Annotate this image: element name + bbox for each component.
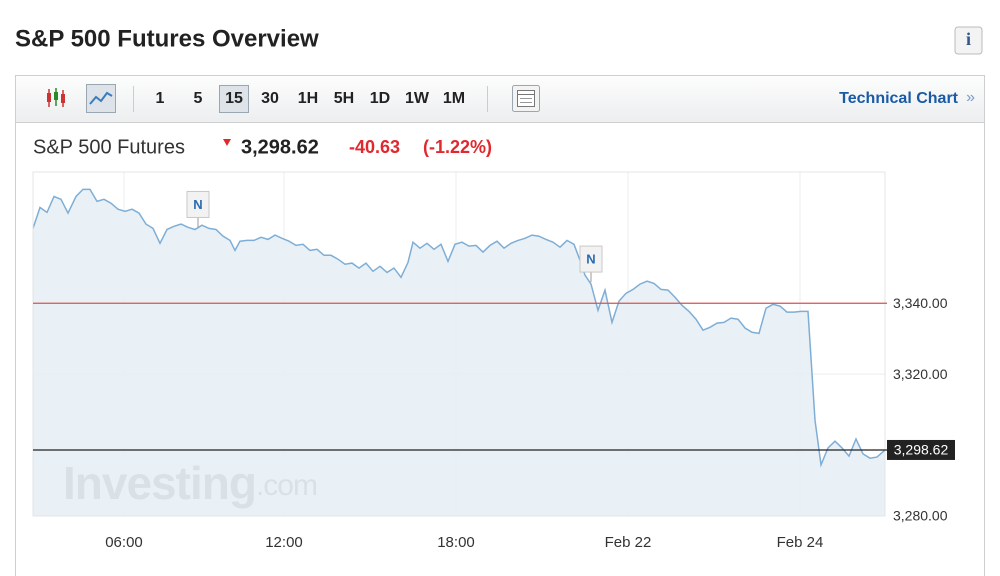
y-tick-label: 3,280.00 <box>893 508 948 524</box>
interval-label: 5 <box>194 90 203 107</box>
interval-button[interactable]: 15 <box>219 85 249 113</box>
interval-button[interactable]: 30 <box>261 90 279 107</box>
price-line <box>32 188 886 468</box>
news-flag-box <box>579 245 603 273</box>
x-tick-label: Feb 24 <box>777 534 824 551</box>
layout-button[interactable] <box>512 85 540 112</box>
price-label: 3,298.62 <box>894 442 949 458</box>
interval-label: 30 <box>261 90 279 107</box>
news-flag-label: N <box>193 197 202 212</box>
interval-label: 1D <box>370 90 390 107</box>
news-flag-label: N <box>586 252 595 267</box>
interval-label: 1M <box>443 90 465 107</box>
price-change: -40.63 <box>349 137 400 157</box>
line-chart-button[interactable] <box>86 84 116 113</box>
link-text: Technical Chart <box>839 90 959 107</box>
interval-button[interactable]: 1W <box>405 90 430 107</box>
interval-active-bg <box>219 85 249 113</box>
interval-button[interactable]: 1D <box>370 90 390 107</box>
toolbar <box>16 76 984 122</box>
plot-frame <box>32 171 886 517</box>
last-price: 3,298.62 <box>241 136 319 158</box>
info-button[interactable]: i <box>954 26 983 55</box>
x-tick-label: 06:00 <box>105 534 143 551</box>
interval-label: 5H <box>334 90 354 107</box>
news-flag-box <box>186 190 210 218</box>
icon-part <box>89 91 113 105</box>
x-tick-label: Feb 22 <box>605 534 652 551</box>
interval-label: 15 <box>225 90 243 107</box>
down-arrow <box>223 139 231 146</box>
interval-button[interactable]: 1 <box>156 90 165 107</box>
y-tick-label: 3,340.00 <box>893 295 948 311</box>
x-tick-label: 18:00 <box>437 534 475 551</box>
chart: Investing.com3,298.623,280.003,320.003,3… <box>32 171 955 551</box>
technical-chart-link[interactable]: Technical Chart » <box>839 89 975 107</box>
icon-part <box>54 92 58 100</box>
news-flag[interactable]: N <box>186 190 210 228</box>
interval-button[interactable]: 5H <box>334 90 354 107</box>
news-flag[interactable]: N <box>579 245 603 283</box>
interval-button[interactable]: 1H <box>298 90 318 107</box>
page-title: S&P 500 Futures Overview <box>15 25 319 52</box>
x-tick-label: 12:00 <box>265 534 303 551</box>
interval-button[interactable]: 1M <box>443 90 465 107</box>
area-fill <box>33 189 885 516</box>
interval-label: 1H <box>298 90 318 107</box>
info-icon: i <box>966 29 971 49</box>
price-label-bg <box>887 439 955 460</box>
percent-change: (-1.22%) <box>423 137 492 157</box>
interval-label: 1 <box>156 90 165 107</box>
button-bg <box>86 84 116 113</box>
interval-button[interactable]: 5 <box>194 90 203 107</box>
y-tick-label: 3,320.00 <box>893 366 948 382</box>
interval-label: 1W <box>405 90 430 107</box>
link-arrow: » <box>966 89 975 106</box>
icon-part <box>61 94 65 103</box>
instrument-name: S&P 500 Futures <box>33 136 185 158</box>
icon-part <box>47 93 51 102</box>
candlestick-button[interactable] <box>47 88 65 107</box>
info-button-bg <box>954 26 983 55</box>
